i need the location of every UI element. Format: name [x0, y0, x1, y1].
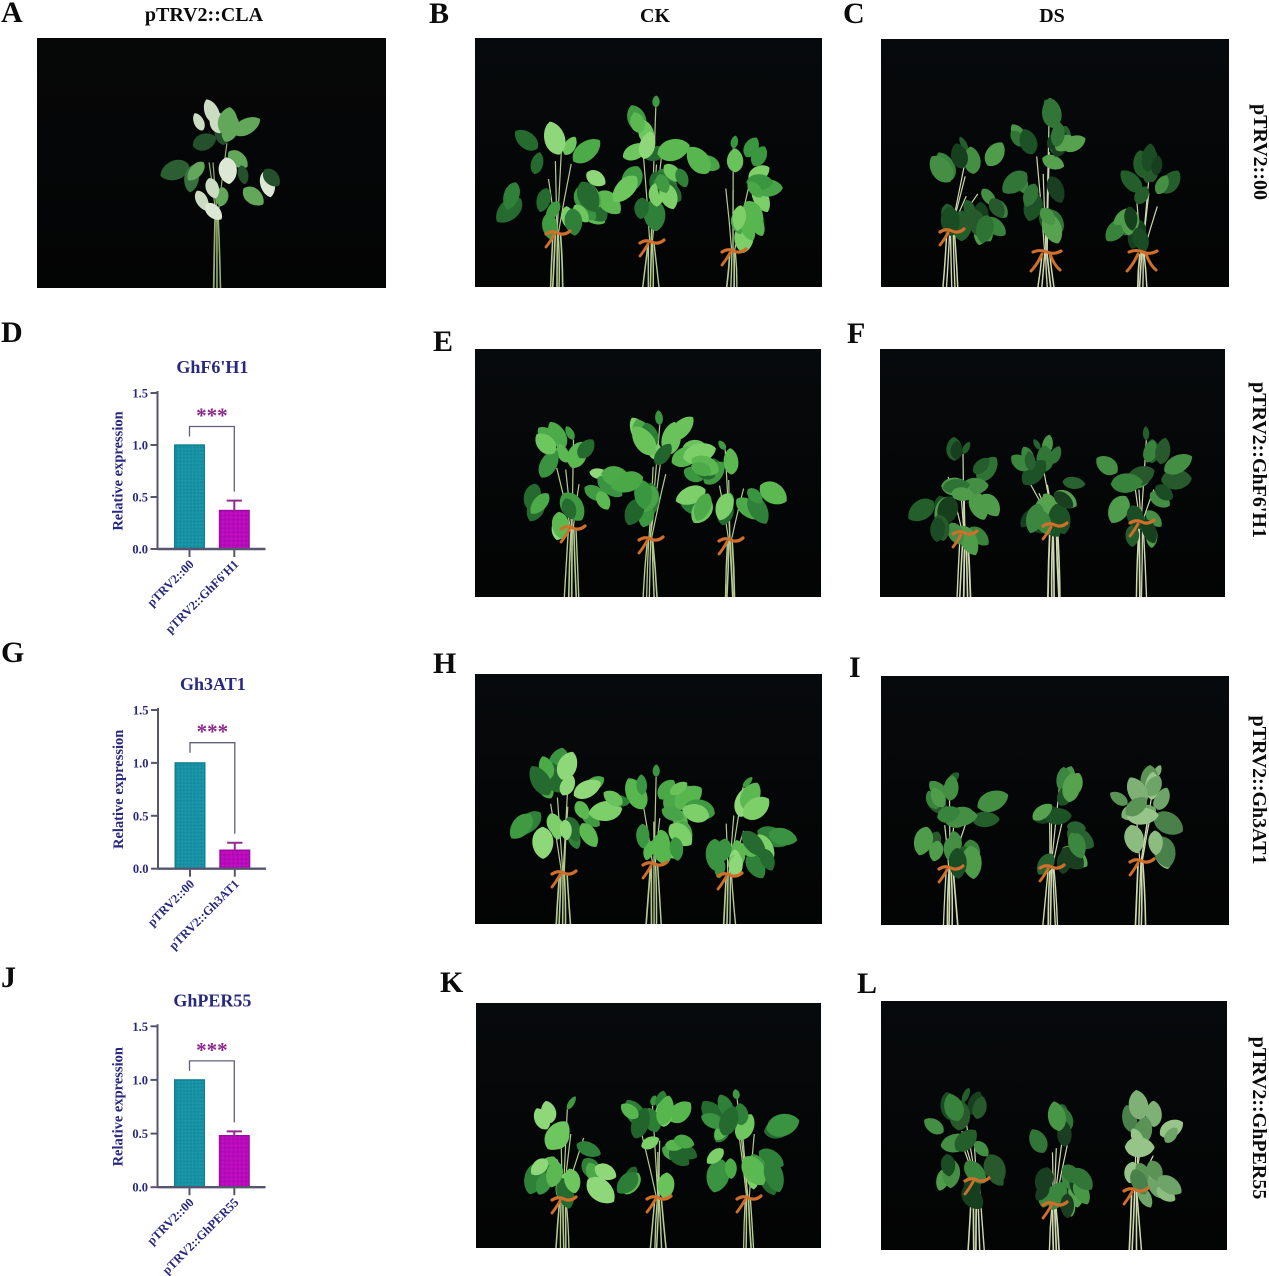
svg-text:0.0: 0.0: [132, 543, 148, 557]
svg-text:0.5: 0.5: [133, 809, 149, 823]
svg-text:0.0: 0.0: [133, 862, 149, 876]
svg-text:1.5: 1.5: [133, 704, 149, 718]
svg-text:Relative expression: Relative expression: [111, 1047, 127, 1166]
svg-text:0.5: 0.5: [132, 1127, 148, 1141]
svg-text:1.0: 1.0: [132, 1073, 148, 1087]
svg-text:Gh3AT1: Gh3AT1: [180, 674, 246, 694]
svg-text:***: ***: [197, 720, 229, 744]
svg-text:1.5: 1.5: [132, 387, 148, 401]
svg-text:Relative expression: Relative expression: [111, 411, 127, 530]
svg-text:pTRV2::GhPER55: pTRV2::GhPER55: [160, 1195, 242, 1276]
svg-text:1.0: 1.0: [132, 439, 148, 453]
svg-text:1.5: 1.5: [132, 1020, 148, 1034]
svg-text:1.0: 1.0: [133, 756, 149, 770]
svg-text:0.5: 0.5: [132, 491, 148, 505]
svg-text:Relative expression: Relative expression: [111, 730, 127, 849]
svg-text:0.0: 0.0: [132, 1181, 148, 1195]
svg-text:***: ***: [196, 404, 228, 428]
svg-text:***: ***: [196, 1038, 228, 1062]
svg-text:GhPER55: GhPER55: [173, 990, 251, 1010]
svg-text:GhF6'H1: GhF6'H1: [176, 357, 248, 377]
